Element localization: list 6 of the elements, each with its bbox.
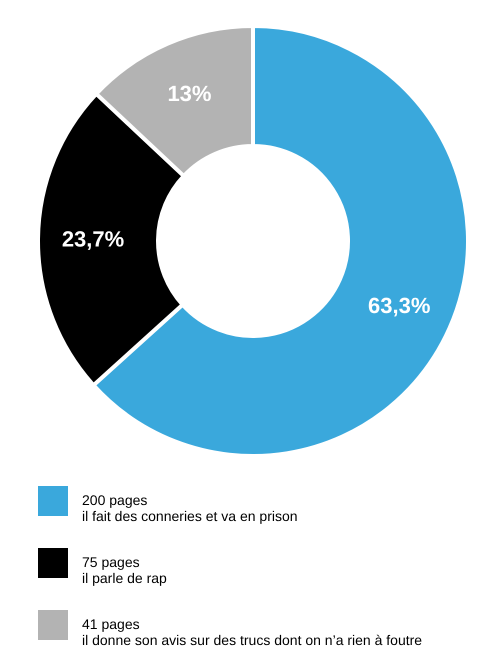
legend-label: 41 pages il donne son avis sur des trucs dont on n’a rien à foutre: [82, 616, 422, 648]
data-label: 13%: [167, 81, 212, 106]
data-label: 63,3%: [368, 292, 430, 318]
data-label: 23,7%: [62, 226, 124, 252]
legend-label: 200 pages il fait des conneries et va en prison: [82, 492, 298, 524]
legend-label: 75 pages il parle de rap: [82, 554, 168, 586]
